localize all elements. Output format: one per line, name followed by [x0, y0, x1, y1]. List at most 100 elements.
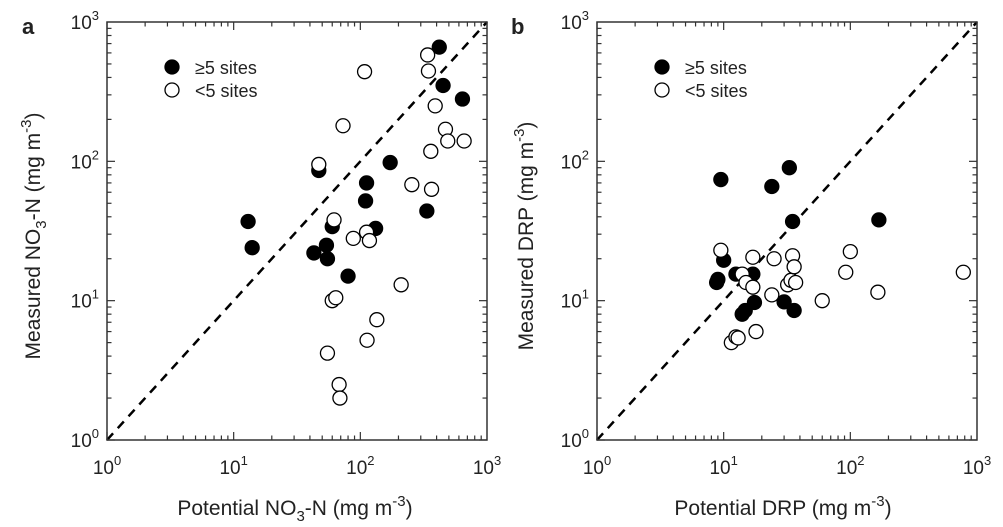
data-point-ge5-sites	[319, 251, 336, 267]
x-tick-label: 103	[963, 453, 991, 479]
data-point-lt5-sites	[786, 259, 802, 275]
data-point-ge5-sites	[454, 91, 471, 107]
data-point-lt5-sites	[393, 277, 409, 293]
data-point-ge5-sites	[784, 213, 801, 230]
panel-a-points	[240, 39, 472, 406]
data-point-ge5-sites	[871, 212, 887, 228]
panel-b: b 100 101 102 103 100 101 102 103 Potential DR…	[511, 8, 991, 520]
data-point-ge5-sites	[340, 268, 356, 284]
data-point-lt5-sites	[427, 98, 443, 114]
data-point-ge5-sites	[357, 193, 374, 209]
data-point-ge5-sites	[776, 294, 792, 310]
data-point-ge5-sites	[713, 171, 729, 188]
data-point-lt5-sites	[955, 264, 971, 280]
panel-b-x-tick-labels: 100 101 102 103	[583, 453, 991, 479]
data-point-lt5-sites	[423, 181, 440, 197]
data-point-lt5-sites	[713, 242, 729, 258]
panel-a-legend-label-lt5: <5 sites	[195, 81, 258, 101]
data-point-lt5-sites	[332, 390, 348, 406]
panel-a-y-tick-labels: 100 101 102 103	[71, 8, 99, 452]
data-point-ge5-sites	[244, 240, 260, 256]
panel-b-legend: ≥5 sites <5 sites	[654, 58, 748, 101]
x-tick-label: 100	[583, 453, 611, 479]
data-point-lt5-sites	[356, 64, 373, 80]
data-point-lt5-sites	[331, 376, 347, 393]
panel-a-frame	[106, 21, 488, 441]
data-point-ge5-sites	[318, 237, 335, 253]
x-tick-label: 102	[836, 453, 864, 479]
data-point-ge5-sites	[431, 39, 447, 55]
data-point-lt5-sites	[420, 63, 437, 79]
data-point-lt5-sites	[730, 330, 746, 346]
data-point-lt5-sites	[456, 133, 472, 149]
panel-a-identity-line	[106, 21, 488, 441]
data-point-ge5-sites	[306, 245, 322, 261]
panel-b-x-axis-title: Potential DRP (mg m-3)	[674, 493, 891, 520]
panel-b-legend-marker-ge5	[654, 59, 670, 75]
panel-a: a 100 101 102 103 100 101 102 103 Potential NO…	[18, 8, 501, 525]
data-point-lt5-sites	[311, 156, 327, 173]
data-point-lt5-sites	[369, 312, 385, 328]
data-point-ge5-sites	[764, 178, 780, 195]
panel-b-y-tick-labels: 100 101 102 103	[561, 8, 589, 452]
data-point-ge5-sites	[746, 294, 763, 311]
panel-a-legend-label-ge5: ≥5 sites	[195, 58, 257, 78]
data-point-lt5-sites	[420, 47, 436, 63]
data-point-lt5-sites	[319, 345, 336, 361]
panel-b-identity-line	[596, 21, 978, 441]
data-point-ge5-sites	[419, 203, 435, 219]
y-tick-label: 102	[71, 147, 99, 173]
y-tick-label: 103	[71, 8, 99, 34]
data-point-lt5-sites	[423, 143, 439, 159]
y-tick-label: 101	[561, 287, 589, 313]
x-tick-label: 101	[219, 453, 247, 479]
data-point-ge5-sites	[786, 302, 802, 319]
x-tick-label: 103	[473, 453, 501, 479]
panel-b-frame	[596, 21, 978, 441]
panel-a-x-axis-title: Potential NO3-N (mg m-3)	[177, 493, 412, 525]
y-tick-label: 100	[561, 426, 589, 452]
data-point-lt5-sites	[326, 212, 342, 228]
panel-a-plot-area	[106, 21, 488, 441]
data-point-lt5-sites	[842, 243, 858, 260]
data-point-lt5-sites	[359, 332, 375, 348]
data-point-ge5-sites	[435, 77, 451, 94]
data-point-lt5-sites	[361, 232, 378, 249]
panel-a-legend: ≥5 sites <5 sites	[164, 58, 258, 101]
data-point-lt5-sites	[745, 249, 761, 265]
data-point-lt5-sites	[764, 287, 780, 303]
data-point-lt5-sites	[745, 279, 761, 295]
data-point-lt5-sites	[335, 118, 351, 134]
x-tick-label: 100	[93, 453, 121, 479]
data-point-lt5-sites	[870, 284, 886, 300]
x-tick-label: 101	[709, 453, 737, 479]
panel-b-legend-label-ge5: ≥5 sites	[685, 58, 747, 78]
data-point-lt5-sites	[404, 177, 420, 193]
data-point-lt5-sites	[814, 293, 830, 309]
panel-a-legend-marker-lt5	[164, 82, 180, 98]
data-point-lt5-sites	[345, 230, 361, 247]
data-point-lt5-sites	[748, 323, 764, 340]
y-tick-label: 101	[71, 287, 99, 313]
panel-a-x-tick-labels: 100 101 102 103	[93, 453, 501, 479]
panel-b-plot-area	[596, 21, 978, 441]
data-point-lt5-sites	[787, 274, 804, 291]
y-tick-label: 100	[71, 426, 99, 452]
y-tick-label: 103	[561, 8, 589, 34]
panel-a-letter: a	[22, 14, 35, 39]
y-tick-label: 102	[561, 147, 589, 173]
data-point-ge5-sites	[781, 160, 797, 176]
data-point-lt5-sites	[440, 133, 456, 149]
data-point-ge5-sites	[358, 175, 375, 191]
data-point-ge5-sites	[240, 213, 256, 230]
data-point-ge5-sites	[710, 271, 726, 288]
panel-a-y-axis-title: Measured NO3-N (mg m-3)	[18, 113, 50, 360]
panel-b-y-axis-title: Measured DRP (mg m-3)	[511, 122, 538, 351]
data-point-lt5-sites	[838, 264, 854, 280]
x-tick-label: 102	[346, 453, 374, 479]
panel-b-legend-label-lt5: <5 sites	[685, 81, 748, 101]
data-point-ge5-sites	[382, 154, 398, 171]
data-point-lt5-sites	[328, 290, 344, 306]
panel-b-legend-marker-lt5	[654, 82, 670, 98]
